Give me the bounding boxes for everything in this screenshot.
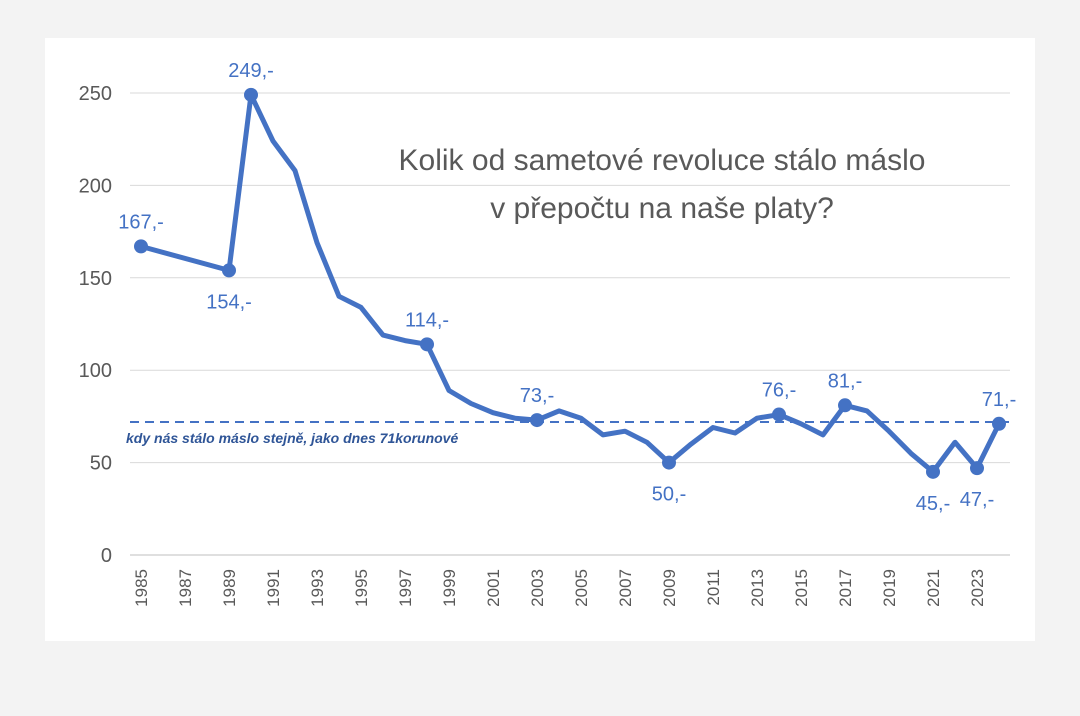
data-point-2024 <box>992 416 1006 431</box>
y-tick-label: 0 <box>101 545 112 567</box>
x-tick-label: 2017 <box>836 569 855 607</box>
data-point-2014 <box>772 407 786 422</box>
data-point-2009 <box>662 455 676 470</box>
data-labels: 167,- 154,- 249,- 114,- 73,- 50,- 76,- 81,- 45,-… <box>118 60 1016 515</box>
series-group <box>134 87 1006 479</box>
x-tick-label: 1999 <box>440 569 459 607</box>
x-tick-label: 2007 <box>616 569 635 607</box>
x-tick-label: 1989 <box>220 569 239 607</box>
data-label-2024: 71,- <box>982 389 1016 411</box>
chart-subtitle: v přepočtu na naše platy? <box>490 192 834 225</box>
reference-line-label: kdy nás stálo máslo stejně, jako dnes 71… <box>126 430 458 446</box>
x-tick-label: 1995 <box>352 569 371 607</box>
data-point-1985 <box>134 239 148 254</box>
x-tick-label: 2021 <box>924 569 943 607</box>
x-tick-label: 2019 <box>880 569 899 607</box>
y-tick-label: 150 <box>79 268 112 290</box>
y-tick-label: 200 <box>79 175 112 197</box>
data-label-2017: 81,- <box>828 370 862 392</box>
data-label-2021: 45,- <box>916 493 950 515</box>
data-point-2017 <box>838 398 852 413</box>
data-label-2023: 47,- <box>960 489 994 511</box>
y-tick-label: 250 <box>79 83 112 105</box>
gridlines <box>130 92 1010 556</box>
x-axis: 1985 1987 1989 1991 1993 1995 1997 1999 2001 2003… <box>132 569 987 607</box>
data-label-1990: 249,- <box>228 60 274 82</box>
x-tick-label: 1993 <box>308 569 327 607</box>
data-label-1989: 154,- <box>206 291 252 313</box>
x-tick-label: 2013 <box>748 569 767 607</box>
x-tick-label: 2001 <box>484 569 503 607</box>
data-label-2014: 76,- <box>762 380 796 402</box>
x-tick-label: 1991 <box>264 569 283 607</box>
x-tick-label: 2011 <box>704 569 723 606</box>
y-axis: 0 50 100 150 200 250 <box>79 83 112 567</box>
x-tick-label: 2009 <box>660 569 679 607</box>
data-point-2023 <box>970 461 984 476</box>
data-label-1985: 167,- <box>118 211 164 233</box>
x-tick-label: 1985 <box>132 569 151 607</box>
x-tick-label: 2003 <box>528 569 547 607</box>
data-label-2009: 50,- <box>652 484 686 506</box>
data-label-1998: 114,- <box>405 309 449 331</box>
chart-title: Kolik od sametové revoluce stálo máslo <box>399 144 926 177</box>
x-tick-label: 2023 <box>968 569 987 607</box>
data-point-2003 <box>530 413 544 428</box>
chart-panel <box>45 38 1035 641</box>
x-tick-label: 2005 <box>572 569 591 607</box>
y-tick-label: 100 <box>79 360 112 382</box>
data-point-1998 <box>420 337 434 352</box>
data-point-1990 <box>244 87 258 102</box>
y-tick-label: 50 <box>90 453 112 475</box>
data-point-1989 <box>222 263 236 278</box>
data-label-2003: 73,- <box>520 385 554 407</box>
x-tick-label: 1987 <box>176 569 195 607</box>
x-tick-label: 2015 <box>792 569 811 607</box>
series-line <box>138 92 1002 475</box>
data-point-2021 <box>926 464 940 479</box>
x-tick-label: 1997 <box>396 569 415 607</box>
